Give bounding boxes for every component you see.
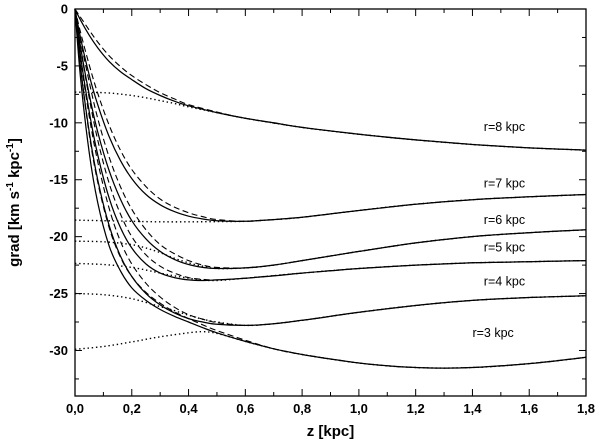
- x-axis-title: z [kpc]: [307, 423, 355, 440]
- curve-r6-dashed: [74, 8, 587, 269]
- x-tick-label: 1,0: [350, 401, 368, 416]
- curve-label-r-4-kpc: r=4 kpc: [484, 275, 525, 289]
- curve-r3-dotted: [74, 330, 587, 369]
- curve-label-r-5-kpc: r=5 kpc: [484, 240, 525, 254]
- y-axis-title-superscript: -1: [5, 182, 16, 191]
- x-tick-label: 1,4: [463, 401, 482, 416]
- x-tick-label: 1,2: [407, 401, 425, 416]
- curve-label-r-8-kpc: r=8 kpc: [484, 120, 525, 134]
- curve-r6-dotted: [74, 229, 587, 270]
- y-tick-label: -15: [49, 172, 68, 187]
- y-axis-title-part: grad [km s: [6, 191, 23, 267]
- y-tick-label: -25: [49, 286, 68, 301]
- x-tick-label: 0,4: [180, 401, 199, 416]
- y-tick-label: -10: [49, 115, 68, 130]
- x-tick-label: 0,0: [66, 401, 84, 416]
- curve-r5-dotted: [74, 259, 587, 282]
- curve-r6-solid: [74, 8, 587, 270]
- y-tick-label: 0: [61, 2, 68, 17]
- curve-r8-solid: [74, 8, 587, 151]
- curve-r3-solid: [74, 8, 587, 369]
- curve-label-r-7-kpc: r=7 kpc: [484, 177, 525, 191]
- y-axis-title-superscript: -1: [5, 143, 16, 152]
- x-tick-label: 1,6: [520, 401, 538, 416]
- y-tick-label: -20: [49, 229, 68, 244]
- x-tick-label: 0,6: [236, 401, 254, 416]
- curve-r7-dotted: [74, 193, 587, 223]
- curve-r5-dashed: [74, 8, 587, 281]
- y-axis-title-part: ]: [6, 138, 23, 143]
- curve-r7-dashed: [74, 8, 587, 222]
- y-axis-title-part: kpc: [6, 152, 23, 182]
- y-tick-label: -30: [49, 343, 68, 358]
- x-tick-label: 0,2: [123, 401, 141, 416]
- y-tick-label: -5: [56, 58, 68, 73]
- x-tick-label: 0,8: [293, 401, 311, 416]
- x-tick-label: 1,8: [577, 401, 595, 416]
- curve-r4-dotted: [74, 292, 587, 327]
- y-axis-title: grad [km s-1 kpc-1]: [5, 138, 23, 267]
- curve-label-r-3-kpc: r=3 kpc: [472, 326, 513, 340]
- curve-label-r-6-kpc: r=6 kpc: [484, 213, 525, 227]
